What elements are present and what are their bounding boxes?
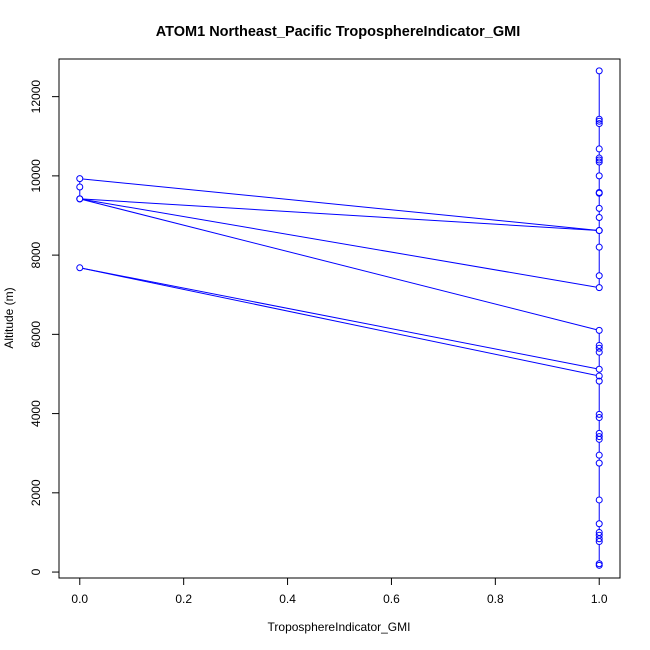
y-tick-label: 10000 bbox=[29, 159, 43, 193]
y-tick-label: 2000 bbox=[29, 479, 43, 506]
y-tick-label: 6000 bbox=[29, 321, 43, 348]
y-axis-label: Altitude (m) bbox=[2, 287, 16, 348]
data-point bbox=[595, 414, 603, 422]
data-point bbox=[595, 204, 603, 212]
y-tick-label: 4000 bbox=[29, 400, 43, 427]
data-point bbox=[595, 459, 603, 467]
data-point bbox=[595, 67, 603, 75]
data-point bbox=[595, 120, 603, 128]
series-layer bbox=[76, 67, 603, 569]
data-point bbox=[595, 531, 603, 539]
x-tick-label: 0.6 bbox=[383, 592, 400, 606]
data-point bbox=[595, 189, 603, 197]
data-point bbox=[595, 284, 603, 292]
data-point bbox=[595, 429, 603, 437]
data-point bbox=[595, 117, 603, 125]
data-point bbox=[595, 154, 603, 162]
data-point bbox=[595, 145, 603, 153]
y-tick-label: 0 bbox=[29, 568, 43, 575]
y-axis: 0 2000 4000 6000 8000 10000 12000 bbox=[29, 80, 60, 575]
x-tick-label: 1.0 bbox=[591, 592, 608, 606]
data-point bbox=[595, 243, 603, 251]
data-point bbox=[76, 264, 84, 272]
data-point bbox=[76, 175, 84, 183]
data-point bbox=[595, 560, 603, 568]
x-axis-label: TroposphereIndicator_GMI bbox=[268, 620, 411, 634]
data-point bbox=[595, 326, 603, 334]
data-point bbox=[595, 372, 603, 380]
data-point bbox=[595, 115, 603, 123]
data-point bbox=[595, 341, 603, 349]
data-point bbox=[595, 528, 603, 536]
data-point bbox=[595, 377, 603, 385]
series-line-segment bbox=[82, 198, 597, 231]
x-tick-label: 0.4 bbox=[279, 592, 296, 606]
data-point bbox=[595, 227, 603, 235]
series-line-segment bbox=[82, 199, 597, 331]
data-point bbox=[595, 344, 603, 352]
series-line-segment bbox=[82, 198, 597, 288]
data-point bbox=[595, 433, 603, 441]
data-point bbox=[595, 410, 603, 418]
chart-title: ATOM1 Northeast_Pacific TroposphereIndic… bbox=[156, 24, 520, 40]
series-line-segment bbox=[82, 267, 597, 370]
y-tick-label: 12000 bbox=[29, 80, 43, 114]
x-tick-label: 0.0 bbox=[71, 592, 88, 606]
data-point bbox=[595, 213, 603, 221]
data-point bbox=[595, 272, 603, 280]
x-tick-label: 0.8 bbox=[487, 592, 504, 606]
data-point bbox=[595, 365, 603, 373]
data-point bbox=[76, 195, 84, 203]
data-point bbox=[595, 451, 603, 459]
series-line-segment bbox=[82, 267, 597, 376]
series-line-segment bbox=[82, 178, 597, 231]
x-axis: 0.0 0.2 0.4 0.6 0.8 1.0 bbox=[71, 577, 608, 606]
data-point bbox=[595, 496, 603, 504]
x-tick-label: 0.2 bbox=[175, 592, 192, 606]
data-point bbox=[595, 158, 603, 166]
data-point bbox=[595, 348, 603, 356]
y-tick-label: 8000 bbox=[29, 241, 43, 268]
data-point bbox=[595, 172, 603, 180]
data-point bbox=[595, 520, 603, 528]
data-point bbox=[76, 183, 84, 191]
data-point bbox=[595, 156, 603, 164]
